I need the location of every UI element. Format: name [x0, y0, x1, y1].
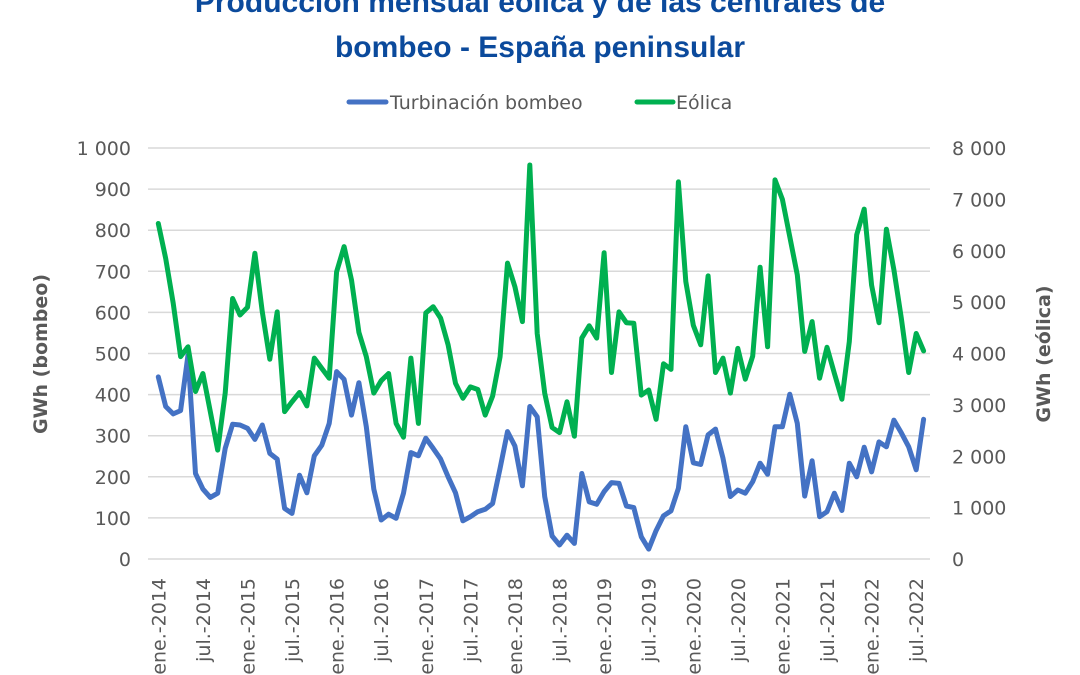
y-axis-left-title: GWh (bombeo): [30, 274, 52, 434]
series-line-eolica: [155, 162, 927, 453]
y-left-tick-label: 900: [95, 179, 131, 201]
legend-label-bombeo: Turbinación bombeo: [389, 92, 583, 114]
x-tick-label: jul.-2014: [193, 578, 215, 663]
x-tick-label: jul.-2020: [728, 578, 750, 663]
y-left-tick-label: 600: [95, 302, 131, 324]
chart-title-line-2: bombeo - España peninsular: [335, 31, 745, 64]
x-tick-label: ene.-2019: [594, 578, 616, 675]
series-line-bombeo: [155, 352, 927, 552]
y-left-tick-label: 700: [95, 261, 131, 283]
legend-label-eolica: Eólica: [676, 92, 732, 114]
y-right-tick-label: 7 000: [952, 189, 1006, 211]
y-left-tick-label: 400: [95, 385, 131, 407]
x-tick-label: jul.-2018: [550, 578, 572, 663]
legend: Turbinación bombeo Eólica: [346, 92, 732, 114]
y-right-tick-label: 2 000: [952, 446, 1006, 468]
y-right-tick-label: 4 000: [952, 344, 1006, 366]
y-right-tick-label: 3 000: [952, 395, 1006, 417]
y-axis-right-ticks: 0 1 000 2 000 3 000 4 000 5 000 6 000 7 000 8 00…: [952, 138, 1006, 571]
x-tick-label: ene.-2020: [683, 578, 705, 675]
y-left-tick-label: 200: [95, 467, 131, 489]
y-right-tick-label: 6 000: [952, 241, 1006, 263]
x-tick-label: ene.-2014: [148, 578, 170, 675]
y-right-tick-label: 8 000: [952, 138, 1006, 160]
y-right-tick-label: 5 000: [952, 292, 1006, 314]
y-left-tick-label: 800: [95, 220, 131, 242]
y-left-tick-label: 100: [95, 508, 131, 530]
x-tick-label: ene.-2021: [772, 578, 794, 675]
x-tick-label: ene.-2015: [237, 578, 259, 675]
x-tick-label: ene.-2022: [862, 578, 884, 675]
x-tick-label: jul.-2021: [817, 578, 839, 663]
x-tick-label: jul.-2022: [906, 578, 928, 663]
x-tick-label: jul.-2019: [639, 578, 661, 663]
y-right-tick-label: 1 000: [952, 498, 1006, 520]
x-tick-label: ene.-2016: [327, 578, 349, 675]
y-left-tick-label: 300: [95, 426, 131, 448]
y-left-tick-label: 0: [119, 549, 131, 571]
x-tick-label: ene.-2018: [505, 578, 527, 675]
y-left-tick-label: 500: [95, 344, 131, 366]
y-right-tick-label: 0: [952, 549, 964, 571]
series-lines: [155, 162, 927, 552]
x-tick-label: ene.-2017: [416, 578, 438, 675]
x-axis-ticks: ene.-2014 jul.-2014 ene.-2015 jul.-2015 ene.…: [148, 578, 928, 675]
y-axis-right-title: GWh (eólica): [1033, 285, 1055, 422]
y-left-tick-label: 1 000: [77, 138, 131, 160]
x-tick-label: jul.-2015: [282, 578, 304, 663]
x-tick-label: jul.-2016: [371, 578, 393, 663]
chart-title-line-1: Producción mensual eólica y de las centr…: [195, 0, 885, 19]
y-axis-left-ticks: 0 100 200 300 400 500 600 700 800 900 1 000: [77, 138, 131, 571]
x-tick-label: jul.-2017: [460, 578, 482, 663]
